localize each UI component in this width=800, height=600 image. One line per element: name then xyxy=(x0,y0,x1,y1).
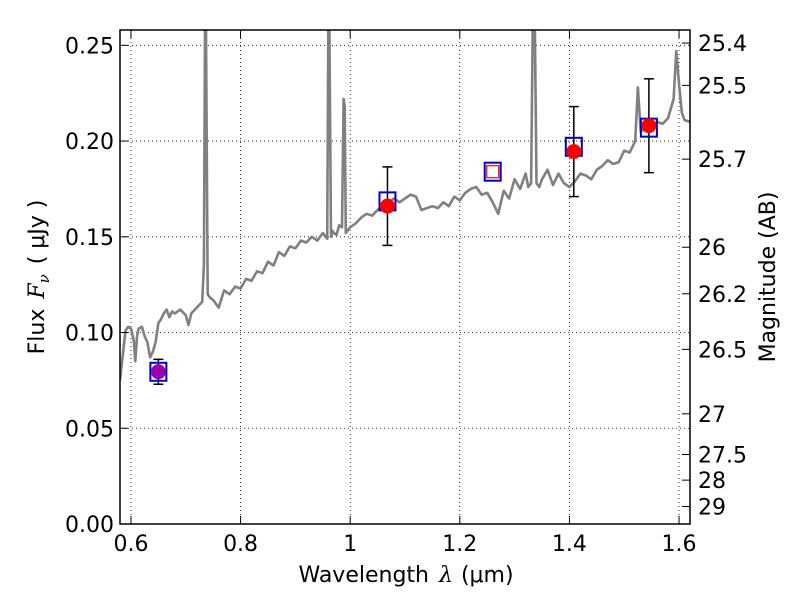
y2-axis-title: Magnitude (AB) xyxy=(756,192,781,363)
upper-limit-marker xyxy=(486,165,500,179)
mag-tick-label: 28 xyxy=(698,469,726,494)
mag-tick-label: 29 xyxy=(698,496,726,521)
mag-tick-label: 27 xyxy=(698,403,726,428)
y-tick-label: 0.10 xyxy=(65,322,114,347)
x-tick-label: 1.6 xyxy=(662,532,697,557)
photometry-point xyxy=(566,144,582,160)
model-photometry-box xyxy=(483,161,502,182)
grid xyxy=(120,30,690,524)
y-tick-label: 0.20 xyxy=(65,130,114,155)
x-axis-title: Wavelength λ (μm) xyxy=(298,563,513,588)
y-tick-label: 0.00 xyxy=(65,513,114,538)
model-spectrum-line xyxy=(120,30,690,381)
photometry-point xyxy=(150,364,166,380)
photometry-point xyxy=(641,118,657,134)
mag-tick-label: 27.5 xyxy=(698,443,747,468)
mag-tick-label: 26.5 xyxy=(698,338,747,363)
mag-tick-label: 26 xyxy=(698,236,726,261)
model-spectrum-layer xyxy=(120,30,690,381)
mag-tick-label: 25.5 xyxy=(698,74,747,99)
ticks: 0.6 0.8 1 1.2 1.4 1.6 0.00 0.05 0.10 0.15 0.20 0.25… xyxy=(65,30,747,557)
photometry-point xyxy=(379,198,395,214)
plot-frame xyxy=(119,29,691,525)
photometry-layer xyxy=(149,78,658,385)
x-tick-label: 1.4 xyxy=(552,532,587,557)
mag-tick-label: 25.4 xyxy=(698,32,747,57)
model-photometry-box xyxy=(149,361,168,382)
y-tick-label: 0.05 xyxy=(65,417,114,442)
x-tick-label: 0.8 xyxy=(223,532,258,557)
x-tick-label: 1.2 xyxy=(442,532,477,557)
y-tick-label: 0.15 xyxy=(65,226,114,251)
x-tick-label: 0.6 xyxy=(113,532,148,557)
x-tick-label: 1 xyxy=(343,532,357,557)
mag-tick-label: 25.7 xyxy=(698,148,747,173)
y-axis-title: FluxFν( μJy ) xyxy=(25,200,53,355)
mag-tick-label: 26.2 xyxy=(698,283,747,308)
y-tick-label: 0.25 xyxy=(65,34,114,59)
